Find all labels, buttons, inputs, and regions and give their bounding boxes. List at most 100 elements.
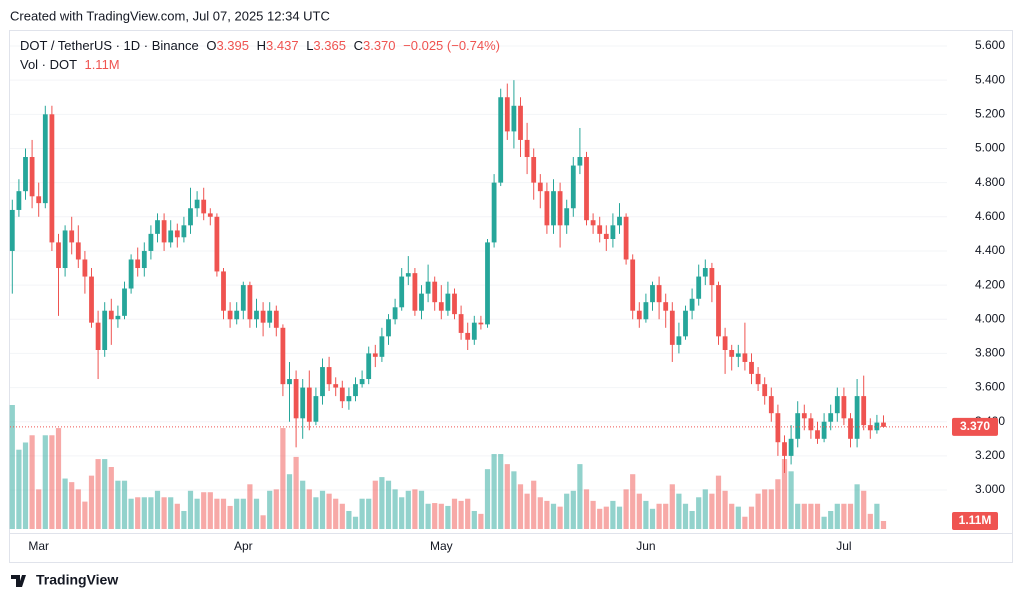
candle-body	[861, 396, 867, 426]
candle-body	[452, 293, 457, 315]
candle-body	[577, 157, 583, 166]
volume-bar	[214, 498, 220, 529]
volume-bar	[260, 515, 266, 529]
candle-body	[702, 268, 708, 277]
volume-bar	[161, 497, 167, 529]
candle-body	[597, 225, 603, 234]
x-tick-label: Mar	[28, 539, 49, 553]
volume-bar	[194, 498, 200, 529]
candle-body	[854, 396, 860, 439]
volume-bar	[557, 506, 563, 529]
volume-bar	[610, 500, 616, 529]
candle-body	[214, 216, 220, 272]
legend-row: DOT / TetherUS · 1D · Binance O3.395 H3.…	[20, 38, 500, 53]
candle-body	[95, 322, 101, 350]
candle-body	[491, 182, 497, 243]
volume-bar	[597, 508, 603, 529]
volume-bar	[293, 456, 299, 529]
volume-bar	[570, 490, 576, 529]
candle-body	[240, 285, 246, 311]
volume-bar	[273, 489, 279, 529]
candle-body	[821, 421, 827, 439]
candle-body	[102, 310, 108, 350]
volume-bar	[115, 480, 121, 529]
volume-bar	[748, 506, 755, 529]
volume-bar	[788, 471, 794, 529]
symbol: DOT / TetherUS · 1D · Binance	[20, 38, 199, 53]
volume-bar	[689, 510, 695, 529]
candle-body	[399, 276, 405, 308]
volume-bar	[412, 489, 418, 529]
volume-bar	[715, 475, 722, 529]
volume-bar	[590, 500, 596, 529]
candle-body	[458, 314, 464, 333]
candle-body	[188, 208, 193, 226]
candle-body	[366, 353, 372, 380]
candle-body	[485, 242, 490, 325]
volume-name: Vol · DOT	[20, 57, 77, 72]
volume-bar	[847, 503, 854, 529]
volume-bar	[181, 510, 187, 529]
last-price-label: 3.370	[960, 419, 990, 433]
volume-bar	[253, 498, 260, 529]
candle-body	[135, 259, 141, 269]
y-tick-label: 5.400	[975, 72, 1005, 86]
volume-bar	[702, 489, 708, 529]
close-key: C	[354, 38, 363, 53]
candle-body	[108, 310, 114, 320]
candle-body	[623, 216, 629, 260]
candle-body	[782, 442, 787, 456]
volume-bar	[88, 475, 95, 529]
candle-body	[663, 302, 669, 311]
candle-body	[729, 349, 735, 357]
volume-bar	[247, 484, 253, 529]
candle-body	[49, 114, 55, 243]
candle-body	[42, 114, 48, 204]
candle-body	[848, 418, 853, 439]
candle-body	[155, 220, 160, 234]
candle-body	[161, 220, 167, 243]
volume-bar	[834, 503, 840, 529]
volume-bar	[841, 503, 847, 529]
candle-body	[425, 281, 431, 294]
volume-bar	[755, 493, 761, 529]
candle-body	[676, 336, 682, 345]
open-key: O	[206, 38, 216, 53]
volume-bar	[187, 490, 194, 529]
volume-bar	[359, 498, 365, 529]
low-value: 3.365	[313, 38, 346, 53]
candle-body	[643, 302, 649, 320]
y-tick-label: 4.200	[975, 277, 1005, 291]
volume-bar	[478, 513, 484, 529]
volume-bar	[544, 500, 550, 529]
volume-bar	[286, 474, 293, 529]
volume-bar	[135, 497, 141, 529]
volume-bar	[22, 442, 29, 529]
candle-body	[56, 242, 61, 269]
volume-bar	[828, 510, 834, 529]
volume-bar	[346, 510, 352, 529]
candle-body	[405, 273, 411, 277]
candle-body	[755, 373, 761, 385]
volume-legend: Vol · DOT 1.11M	[20, 57, 120, 72]
volume-bar	[62, 478, 68, 529]
volume-bar	[154, 490, 161, 529]
candle-body	[23, 157, 28, 192]
candle-body	[788, 438, 794, 456]
candle-body	[82, 259, 88, 277]
volume-bar	[379, 477, 385, 529]
volume-bar	[537, 497, 543, 529]
candle-body	[762, 384, 768, 397]
volume-bar	[352, 516, 359, 529]
volume-bar	[676, 493, 682, 529]
candle-body	[339, 387, 345, 402]
volume-bar	[465, 498, 471, 529]
volume-bar	[636, 493, 642, 529]
y-tick-label: 5.000	[975, 141, 1005, 155]
y-tick-label: 5.200	[975, 106, 1005, 120]
candle-body	[16, 191, 22, 210]
volume-bar	[564, 493, 570, 529]
volume-bar	[141, 497, 147, 529]
high-key: H	[257, 38, 266, 53]
volume-bar	[300, 480, 306, 529]
